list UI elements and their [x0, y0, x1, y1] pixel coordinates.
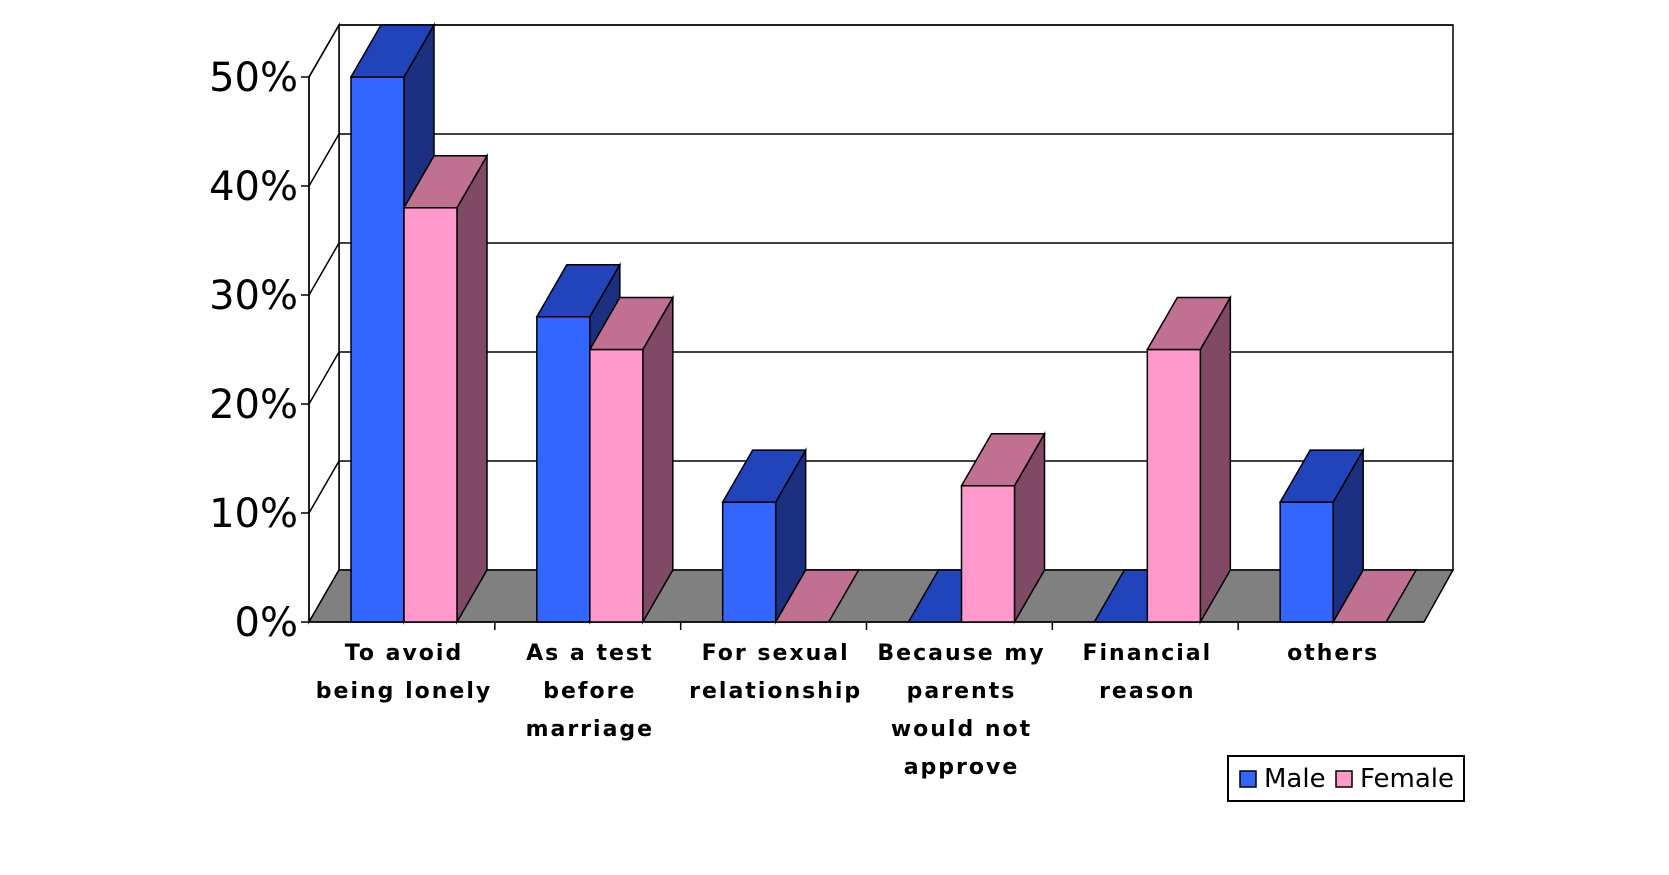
- bar-female: [402, 152, 489, 625]
- bar-front: [403, 207, 458, 623]
- y-tick-label: 0%: [235, 600, 298, 646]
- y-tick-label: 30%: [209, 273, 298, 319]
- bar-top: [1146, 296, 1232, 351]
- legend-swatch-male: [1239, 770, 1257, 788]
- y-tick-label: 40%: [209, 164, 298, 210]
- bar-front: [721, 501, 777, 623]
- y-tick-label: 10%: [209, 491, 298, 537]
- chart-walls: [307, 22, 1455, 630]
- y-axis-ticks: 0% 10% 20% 30% 40% 50%: [209, 55, 309, 646]
- x-tick-label: approve: [904, 755, 1020, 780]
- x-tick-label: others: [1287, 641, 1379, 666]
- chart-bars: [349, 22, 1418, 625]
- bar-female: [1146, 294, 1232, 625]
- gridline-side: [308, 242, 340, 296]
- legend: Male Female: [1227, 755, 1465, 802]
- bar-top: [774, 569, 860, 623]
- gridline-side: [308, 351, 340, 405]
- bar-front: [350, 76, 405, 623]
- x-tick-label: being lonely: [316, 679, 492, 704]
- gridline-side: [308, 460, 340, 514]
- bar-male: [721, 447, 807, 625]
- bar-front: [960, 485, 1016, 623]
- bar-front: [536, 316, 591, 623]
- y-tick-label: 50%: [209, 55, 298, 101]
- bar-front: [1146, 348, 1202, 623]
- bar-female: [1331, 569, 1418, 623]
- x-tick-label: To avoid: [345, 641, 463, 666]
- bar-top: [1331, 569, 1418, 623]
- bar-female: [960, 430, 1046, 625]
- bar-front: [1279, 501, 1334, 623]
- x-tick-label: before: [543, 679, 636, 704]
- x-tick-label: marriage: [526, 717, 655, 742]
- gridline-side: [308, 24, 340, 78]
- bar-front: [589, 348, 644, 623]
- x-tick-label: would not: [891, 717, 1032, 742]
- bar-side: [642, 294, 674, 625]
- back-wall: [338, 24, 1454, 571]
- side-wall: [308, 22, 340, 625]
- x-tick-label: As a test: [526, 641, 653, 666]
- x-tick-label: relationship: [689, 679, 862, 704]
- x-tick-label: reason: [1099, 679, 1196, 704]
- bar-top: [960, 433, 1046, 487]
- bar-side: [1199, 294, 1232, 625]
- bar-top: [1278, 449, 1365, 503]
- x-axis-labels: To avoid being lonely As a test before marri…: [316, 641, 1379, 780]
- bar-top: [349, 24, 436, 78]
- bar-female: [588, 294, 675, 625]
- bar-top: [721, 449, 807, 503]
- x-tick-label: Because my: [877, 641, 1045, 666]
- legend-swatch-female: [1335, 770, 1353, 788]
- x-tick-label: Financial: [1082, 641, 1212, 666]
- y-tick-label: 20%: [209, 382, 298, 428]
- bar-side: [456, 152, 488, 625]
- x-tick-label: For sexual: [702, 641, 850, 666]
- bar-top: [402, 155, 489, 209]
- legend-label-male: Male: [1264, 764, 1326, 794]
- bar-male: [1278, 447, 1365, 625]
- gridline-side: [308, 133, 340, 187]
- legend-label-female: Female: [1360, 764, 1454, 794]
- bar-top: [535, 264, 622, 318]
- bar-top: [588, 296, 675, 351]
- bar-female: [774, 569, 860, 623]
- x-tick-label: parents: [907, 679, 1017, 704]
